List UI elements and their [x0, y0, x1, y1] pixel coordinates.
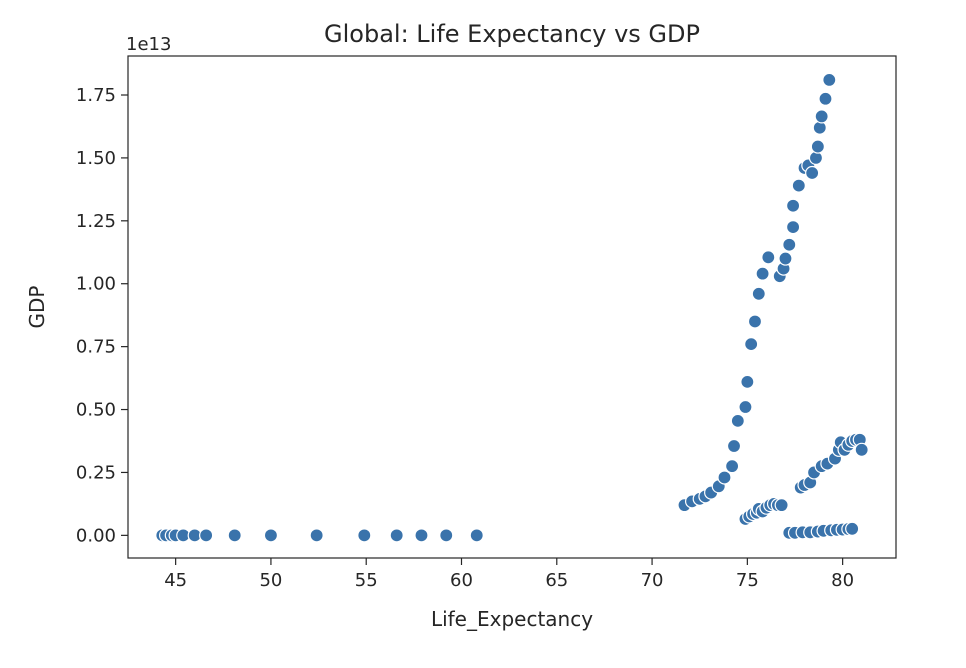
scatter-point — [782, 237, 797, 252]
y-axis-label: GDP — [25, 286, 49, 329]
scatter-point — [761, 250, 776, 265]
scatter-point — [778, 251, 793, 266]
scatter-point — [726, 438, 742, 454]
scatter-point — [389, 528, 404, 543]
y-tick-label: 1.25 — [76, 211, 116, 232]
scatter-point — [822, 72, 837, 88]
x-axis: 45 50 55 60 65 70 75 80 — [164, 558, 854, 591]
scatter-point — [469, 528, 484, 543]
scatter-point — [717, 470, 732, 485]
scatter-point — [357, 528, 372, 543]
scatter-point — [774, 498, 789, 513]
y-tick-label: 0.25 — [76, 462, 116, 483]
scatter-point — [814, 109, 829, 124]
scatter-point — [744, 337, 759, 352]
scatter-point — [227, 528, 242, 543]
scatter-point — [747, 314, 763, 329]
scatter-point — [845, 521, 860, 536]
scatter-point — [751, 286, 766, 301]
scatter-point — [730, 413, 745, 428]
x-tick-label: 60 — [450, 570, 473, 591]
plot-frame — [127, 55, 897, 559]
scatter-point — [854, 442, 869, 457]
x-tick-label: 50 — [259, 570, 282, 591]
y-tick-label: 1.75 — [76, 85, 116, 106]
scatter-point — [725, 459, 740, 474]
x-axis-label: Life_Expectancy — [431, 607, 593, 631]
scatter-point — [810, 139, 825, 154]
y-tick-label: 0.50 — [76, 400, 116, 421]
x-tick-label: 65 — [545, 570, 568, 591]
y-tick-label: 0.00 — [76, 525, 116, 546]
y-tick-label: 1.00 — [76, 274, 116, 295]
y-offset-text: 1e13 — [126, 34, 171, 55]
chart-title: Global: Life Expectancy vs GDP — [324, 20, 700, 48]
scatter-point — [199, 528, 214, 543]
y-axis: 0.00 0.25 0.50 0.75 1.00 1.25 1.50 1.75 — [76, 85, 128, 546]
x-tick-label: 55 — [355, 570, 378, 591]
x-tick-label: 80 — [831, 570, 854, 591]
scatter-point — [805, 165, 820, 181]
scatter-point — [785, 220, 801, 235]
scatter-point — [740, 374, 755, 389]
y-tick-label: 1.50 — [76, 148, 116, 169]
scatter-point — [309, 528, 324, 543]
x-tick-label: 70 — [641, 570, 664, 591]
scatter-point — [263, 528, 279, 543]
scatter-point — [414, 528, 429, 543]
x-tick-label: 45 — [164, 570, 187, 591]
scatter-point — [791, 178, 806, 193]
scatter-point — [785, 198, 801, 213]
scatter-point — [755, 266, 770, 281]
scatter-point — [439, 528, 454, 543]
scatter-point — [818, 91, 833, 106]
y-tick-label: 0.75 — [76, 337, 116, 358]
scatter-points — [155, 72, 869, 543]
scatter-point — [738, 399, 753, 415]
x-tick-label: 75 — [736, 570, 759, 591]
